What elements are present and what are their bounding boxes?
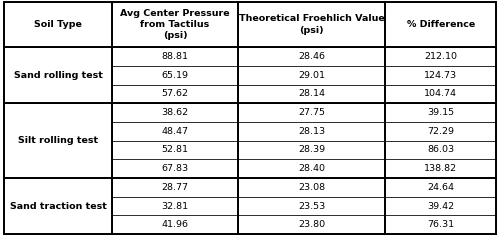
Text: 39.15: 39.15 — [427, 108, 454, 117]
Text: 28.39: 28.39 — [298, 145, 325, 155]
Text: Theoretical Froehlich Value
(psi): Theoretical Froehlich Value (psi) — [238, 14, 384, 35]
Bar — [386, 178, 496, 197]
Bar — [238, 47, 386, 66]
Bar — [112, 159, 238, 178]
Bar — [112, 122, 238, 141]
Bar — [238, 2, 386, 47]
Bar — [238, 159, 386, 178]
Bar — [238, 66, 386, 84]
Text: Soil Type: Soil Type — [34, 20, 82, 29]
Text: 28.40: 28.40 — [298, 164, 325, 173]
Bar — [238, 197, 386, 215]
Text: 28.13: 28.13 — [298, 127, 325, 136]
Bar — [386, 2, 496, 47]
Bar — [112, 141, 238, 159]
Bar — [386, 215, 496, 234]
Bar — [386, 66, 496, 84]
Text: Sand traction test: Sand traction test — [10, 202, 106, 211]
Text: 88.81: 88.81 — [162, 52, 188, 61]
Bar — [112, 66, 238, 84]
Text: 65.19: 65.19 — [162, 71, 188, 80]
Text: 104.74: 104.74 — [424, 89, 457, 98]
Bar — [112, 84, 238, 103]
Bar — [386, 197, 496, 215]
Text: 28.14: 28.14 — [298, 89, 325, 98]
Text: 52.81: 52.81 — [162, 145, 188, 155]
Text: Avg Center Pressure
from Tactilus
(psi): Avg Center Pressure from Tactilus (psi) — [120, 9, 230, 40]
Text: 27.75: 27.75 — [298, 108, 325, 117]
Bar — [112, 103, 238, 122]
Text: 39.42: 39.42 — [427, 202, 454, 211]
Text: Sand rolling test: Sand rolling test — [14, 71, 102, 80]
Text: 212.10: 212.10 — [424, 52, 457, 61]
Text: 32.81: 32.81 — [162, 202, 188, 211]
Bar — [112, 2, 238, 47]
Text: 72.29: 72.29 — [427, 127, 454, 136]
Bar — [386, 84, 496, 103]
Bar — [386, 103, 496, 122]
Text: Silt rolling test: Silt rolling test — [18, 136, 98, 145]
Bar — [238, 122, 386, 141]
Text: 29.01: 29.01 — [298, 71, 325, 80]
Text: 48.47: 48.47 — [162, 127, 188, 136]
Bar — [4, 103, 112, 178]
Bar — [238, 178, 386, 197]
Text: % Difference: % Difference — [406, 20, 475, 29]
Text: 138.82: 138.82 — [424, 164, 457, 173]
Bar — [4, 178, 112, 234]
Bar — [112, 215, 238, 234]
Text: 23.80: 23.80 — [298, 220, 325, 229]
Bar — [238, 84, 386, 103]
Bar — [386, 122, 496, 141]
Text: 24.64: 24.64 — [427, 183, 454, 192]
Text: 124.73: 124.73 — [424, 71, 457, 80]
Text: 57.62: 57.62 — [162, 89, 188, 98]
Bar — [238, 215, 386, 234]
Bar — [112, 197, 238, 215]
Bar — [238, 141, 386, 159]
Bar — [112, 47, 238, 66]
Bar — [386, 159, 496, 178]
Text: 23.08: 23.08 — [298, 183, 325, 192]
Text: 76.31: 76.31 — [427, 220, 454, 229]
Text: 23.53: 23.53 — [298, 202, 325, 211]
Text: 86.03: 86.03 — [427, 145, 454, 155]
Bar — [112, 178, 238, 197]
Bar — [4, 47, 112, 103]
Text: 41.96: 41.96 — [162, 220, 188, 229]
Bar — [238, 103, 386, 122]
Text: 67.83: 67.83 — [162, 164, 188, 173]
Text: 28.77: 28.77 — [162, 183, 188, 192]
Bar — [386, 141, 496, 159]
Bar — [386, 47, 496, 66]
Text: 28.46: 28.46 — [298, 52, 325, 61]
Text: 38.62: 38.62 — [162, 108, 188, 117]
Bar — [4, 2, 112, 47]
